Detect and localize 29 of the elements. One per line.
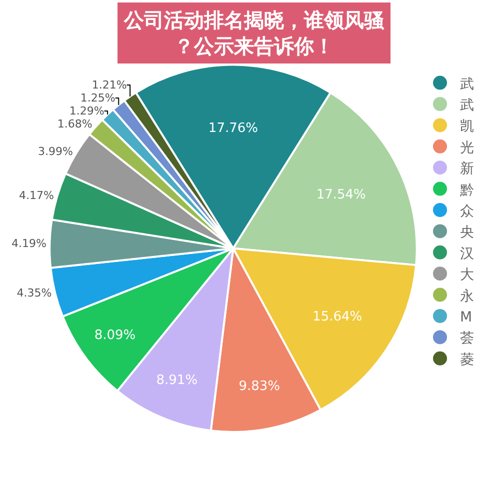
legend-label: 武 — [460, 76, 474, 92]
data-label: 17.54% — [316, 187, 366, 202]
legend-label: 永 — [460, 288, 474, 304]
data-label: 9.83% — [238, 379, 280, 394]
data-label: 4.19% — [11, 237, 46, 250]
data-label: 1.29% — [69, 104, 104, 118]
legend-label: 菱 — [460, 352, 474, 368]
chart-title: 公司活动排名揭晓，谁领风骚？公示来告诉你！ — [123, 8, 385, 58]
data-label: 3.99% — [38, 144, 73, 158]
legend-label: 众 — [460, 203, 474, 220]
legend-label: 汉 — [460, 246, 474, 262]
legend-label: 大 — [460, 267, 474, 284]
data-label: 1.21% — [92, 78, 127, 92]
legend-label: 光 — [460, 140, 474, 156]
legend-label: 央 — [460, 224, 474, 241]
legend-label: 凯 — [460, 118, 474, 135]
data-label: 1.25% — [80, 91, 116, 104]
data-label: 17.76% — [208, 120, 258, 136]
data-label: 4.35% — [16, 286, 52, 300]
data-label: 4.17% — [18, 189, 54, 202]
legend-label: M — [460, 309, 472, 326]
legend-label: 武 — [460, 97, 474, 114]
data-label: 15.64% — [312, 310, 362, 325]
data-label: 8.09% — [94, 328, 136, 343]
legend-label: 荟 — [460, 330, 474, 347]
data-label: 8.91% — [156, 373, 198, 388]
legend-label: 新 — [460, 161, 474, 178]
data-label: 1.68% — [57, 117, 92, 130]
legend-label: 黔 — [459, 182, 474, 198]
